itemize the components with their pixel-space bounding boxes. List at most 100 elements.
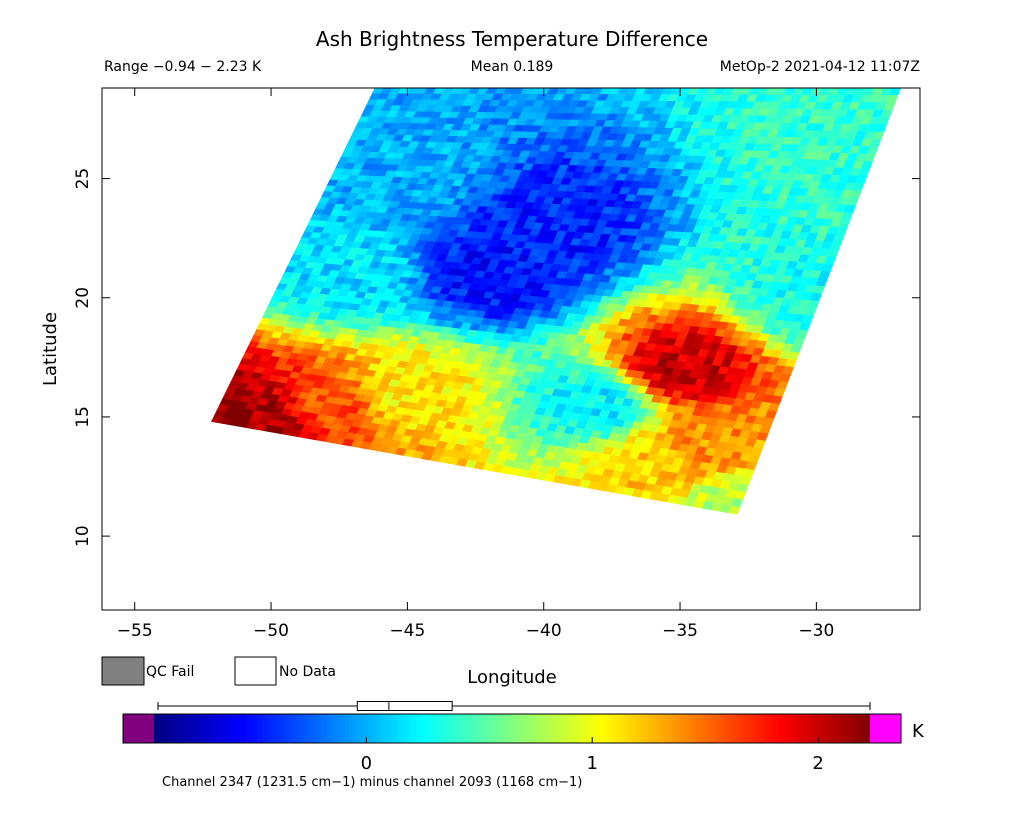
colorbar-cell [866,714,871,743]
x-tick-label: −45 [389,621,425,641]
colorbar-cell [309,714,314,743]
qc-fail-swatch [101,656,145,686]
colorbar-cell [551,714,557,743]
colorbar-cell [225,714,231,743]
colorbar-cell [858,714,863,743]
colorbar-cell [730,714,736,743]
colorbar-cell [750,714,756,743]
colorbar-cell [396,714,402,743]
colorbar-cell [273,714,278,743]
qc-fail-label: QC Fail [146,664,194,680]
x-tick-label: −30 [798,621,834,641]
qc-fail-legend: QC Fail [101,656,194,686]
colorbar-cell [261,714,266,743]
colorbar-cell [623,714,628,743]
colorbar-cell [607,714,613,743]
colorbar-cell [368,714,374,743]
colorbar-cell [698,714,704,743]
colorbar-cell [587,714,593,743]
colorbar-cell [647,714,652,743]
colorbar-cell [452,714,457,743]
colorbar-cell [265,714,270,743]
colorbar-cell [643,714,648,743]
colorbar-cell [798,714,803,743]
colorbar-cell [333,714,338,743]
colorbar-gradient [154,714,871,743]
colorbar-cell [189,714,195,743]
colorbar-cell [627,714,632,743]
no-data-label: No Data [279,664,336,680]
x-tick-label: −35 [662,621,698,641]
colorbar-cell [209,714,215,743]
colorbar-cell [229,714,235,743]
colorbar-cell [372,714,378,743]
colorbar-cell [173,714,179,743]
colorbar-cell [718,714,724,743]
colorbar-cell [500,714,505,743]
colorbar-cell [157,714,163,743]
colorbar-cell [786,714,792,743]
colorbar-cell [444,714,449,743]
colorbar-cell [838,714,843,743]
colorbar-cell [305,714,310,743]
colorbar-cell [301,714,306,743]
colorbar-cell [360,714,366,743]
range-text: Range −0.94 − 2.23 K [104,59,262,75]
colorbar-cell [862,714,867,743]
colorbar-cell [694,714,700,743]
colorbar-tick-label: 1 [586,753,597,774]
colorbar-cell [575,714,581,743]
colorbar-cell [766,714,772,743]
colorbar-cell [567,714,573,743]
colorbar-cell [683,714,688,743]
colorbar-cell [177,714,183,743]
x-tick-label: −55 [117,621,153,641]
heatmap-swath [211,88,901,515]
colorbar-cell [416,714,422,743]
colorbar-cell [484,714,489,743]
colorbar-cell [181,714,187,743]
colorbar-cell [325,714,330,743]
colorbar-cell [583,714,589,743]
colorbar-cell [352,714,358,743]
colorbar-cell [734,714,740,743]
colorbar-cell [317,714,322,743]
colorbar-cell [193,714,199,743]
colorbar-unit: K [912,721,925,742]
colorbar-cell [297,714,302,743]
colorbar-cell [404,714,410,743]
boxplot-box [356,701,453,711]
colorbar-cell [285,714,290,743]
colorbar-cell [253,714,259,743]
colorbar-cell [460,714,465,743]
colorbar-cell [185,714,191,743]
y-tick-label: 15 [73,406,93,428]
colorbar-cell [702,714,708,743]
colorbar-cell [380,714,386,743]
colorbar-cell [249,714,255,743]
colorbar-cell [846,714,851,743]
colorbar-cell [340,714,346,743]
colorbar-cell [432,714,438,743]
colorbar-cell [543,714,549,743]
colorbar-cell [659,714,664,743]
colorbar-cell [563,714,569,743]
colorbar-cell [571,714,577,743]
mean-text: Mean 0.189 [471,59,554,75]
colorbar-cell [205,714,211,743]
colorbar-cell [679,714,684,743]
colorbar-tick-label: 2 [812,753,823,774]
y-tick-label: 25 [73,168,93,190]
colorbar-cell [619,714,624,743]
colorbar-cell [169,714,175,743]
colorbar-cell [754,714,760,743]
colorbar-cell [289,714,294,743]
colorbar-cell [480,714,485,743]
colorbar-cell [468,714,473,743]
colorbar-cell [830,714,835,743]
colorbar-cell [321,714,326,743]
colorbar-cell [531,714,537,743]
colorbar-cell [313,714,318,743]
colorbar-cell [738,714,744,743]
colorbar-cell [762,714,768,743]
